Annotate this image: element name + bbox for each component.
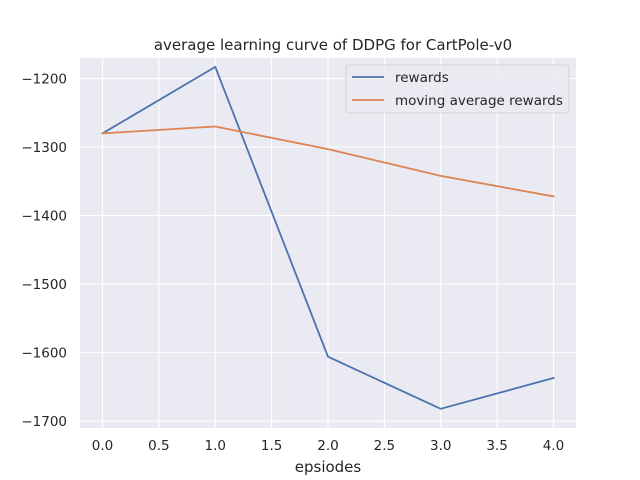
- x-tick-label: 0.0: [92, 438, 113, 454]
- y-tick-labels: −1200 −1300 −1400 −1500 −1600 −1700: [21, 72, 67, 431]
- x-tick-label: 1.0: [205, 438, 226, 454]
- x-tick-label: 3.0: [430, 438, 451, 454]
- y-tick-label: −1300: [21, 140, 67, 156]
- y-tick-label: −1600: [21, 346, 67, 362]
- series-layer: [101, 66, 555, 410]
- grid-lines: [80, 58, 576, 428]
- legend-label-rewards: rewards: [395, 70, 449, 86]
- legend: rewards moving average rewards: [345, 64, 570, 114]
- x-tick-label: 4.0: [543, 438, 564, 454]
- y-tick-label: −1500: [21, 277, 67, 293]
- x-axis-label: epsiodes: [295, 458, 362, 476]
- x-tick-label: 1.5: [261, 438, 282, 454]
- x-tick-label: 0.5: [148, 438, 169, 454]
- chart-title: average learning curve of DDPG for CartP…: [154, 36, 512, 54]
- y-tick-label: −1200: [21, 72, 67, 88]
- x-tick-label: 2.5: [374, 438, 395, 454]
- x-tick-label: 3.5: [486, 438, 507, 454]
- x-tick-label: 2.0: [317, 438, 338, 454]
- y-tick-label: −1700: [21, 414, 67, 430]
- legend-box: [345, 64, 570, 114]
- y-tick-label: −1400: [21, 209, 67, 225]
- x-tick-labels: 0.0 0.5 1.0 1.5 2.0 2.5 3.0 3.5 4.0: [92, 438, 564, 454]
- legend-label-moving-average-rewards: moving average rewards: [395, 93, 563, 109]
